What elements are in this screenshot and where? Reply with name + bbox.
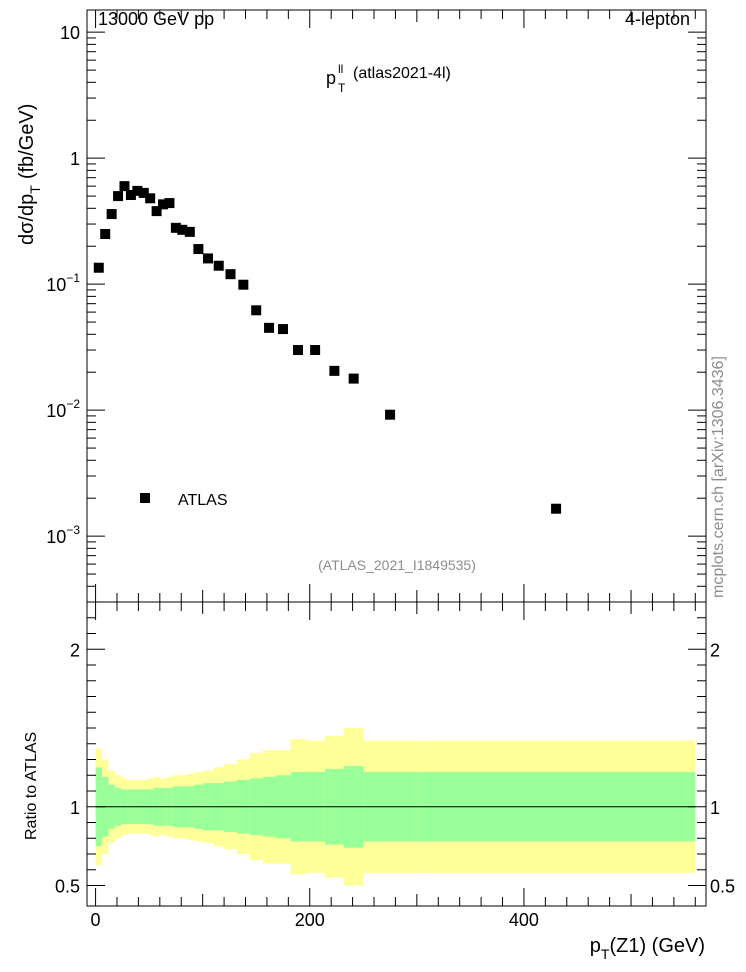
data-point-9 <box>151 206 162 217</box>
data-point-22 <box>277 324 288 335</box>
upper-y-tick-label-base: 10 <box>46 401 66 421</box>
ratio-y-tick-label-2: 0.5 <box>55 877 80 897</box>
data-point-0 <box>93 262 104 273</box>
data-point-27 <box>385 409 396 420</box>
upper-y-tick-label-base: 10 <box>60 23 80 43</box>
data-point-25 <box>329 365 340 376</box>
data-point-23 <box>292 345 303 356</box>
legend-marker <box>140 493 150 503</box>
upper-y-tick-label-2: 10−1 <box>46 271 80 295</box>
lower-frame <box>86 601 707 907</box>
upper-y-tick-label-exponent: −1 <box>66 271 80 285</box>
analysis-label: (ATLAS_2021_I1849535) <box>318 557 476 573</box>
data-point-17 <box>213 260 224 271</box>
data-point-14 <box>184 226 195 237</box>
data-point-26 <box>348 373 359 384</box>
data-point-6 <box>132 185 143 196</box>
upper-y-tick-label-exponent: −2 <box>66 397 80 411</box>
x-tick-label-0: 0 <box>91 910 101 930</box>
upper-y-tick-label-exponent: −3 <box>66 523 80 537</box>
data-point-24 <box>310 345 321 356</box>
channel-label: 4-lepton <box>625 9 690 29</box>
data-point-28 <box>551 503 562 514</box>
ratio-y-tick-label-right-0: 2 <box>710 640 720 660</box>
data-point-1 <box>100 229 111 240</box>
data-point-15 <box>193 244 204 255</box>
upper-y-tick-label-4: 10−3 <box>46 523 80 547</box>
data-point-10 <box>158 199 169 210</box>
upper-y-tick-label-1: 1 <box>70 149 80 169</box>
x-axis-title-rest: (Z1) (GeV) <box>609 935 705 957</box>
ratio-y-axis-title: Ratio to ATLAS <box>23 732 40 840</box>
plot-title: p ll T (atlas2021-4l) <box>326 62 451 95</box>
ratio-y-axis: 2 2 1 1 0.5 0.5 <box>55 617 735 897</box>
energy-label: 13000 GeV pp <box>98 9 214 29</box>
x-axis-title-main: p <box>590 935 601 957</box>
upper-y-axis-title: dσ/dpT (fb/GeV) <box>16 104 43 245</box>
ratio-y-tick-label-1: 1 <box>70 798 80 818</box>
legend: ATLAS <box>140 492 228 509</box>
data-point-16 <box>203 253 214 264</box>
side-label: mcplots.cern.ch [arXiv:1306.3436] <box>710 356 727 598</box>
upper-y-tick-label-base: 1 <box>70 149 80 169</box>
ratio-y-tick-label-right-1: 1 <box>710 798 720 818</box>
data-point-21 <box>264 322 275 333</box>
plot-title-subscript: T <box>338 81 346 95</box>
data-point-7 <box>138 187 149 198</box>
data-point-13 <box>177 224 188 235</box>
data-point-20 <box>251 305 262 316</box>
upper-y-tick-label-3: 10−2 <box>46 397 80 421</box>
data-point-3 <box>113 191 124 202</box>
upper-y-tick-label-base: 10 <box>46 275 66 295</box>
x-tick-label-2: 400 <box>509 910 539 930</box>
data-point-12 <box>170 222 181 233</box>
data-point-8 <box>145 193 156 204</box>
data-series-atlas <box>93 181 562 514</box>
data-point-19 <box>238 279 249 290</box>
x-axis: 0 200 400 <box>91 10 696 930</box>
data-point-18 <box>225 269 236 280</box>
upper-y-axis-title-unit: (fb/GeV) <box>16 104 38 180</box>
ratio-y-tick-label-right-2: 0.5 <box>710 877 735 897</box>
data-point-5 <box>125 190 136 201</box>
upper-y-axis-title-sub: T <box>27 185 43 194</box>
ratio-y-tick-label-0: 2 <box>70 640 80 660</box>
upper-frame <box>86 9 707 603</box>
plot-title-superscript: ll <box>338 62 343 76</box>
legend-label-atlas: ATLAS <box>178 492 228 509</box>
upper-y-axis-title-main: dσ/dp <box>16 194 38 245</box>
data-point-4 <box>119 181 130 192</box>
x-tick-label-1: 200 <box>295 910 325 930</box>
data-point-11 <box>164 198 175 209</box>
plot-title-main: p <box>326 68 336 88</box>
upper-y-tick-label-base: 10 <box>46 527 66 547</box>
x-axis-title: pT(Z1) (GeV) <box>590 935 705 962</box>
x-axis-title-sub: T <box>601 946 610 962</box>
data-point-2 <box>106 209 117 220</box>
upper-y-tick-label-0: 10 <box>60 23 80 43</box>
plot-title-suffix: (atlas2021-4l) <box>353 65 451 82</box>
